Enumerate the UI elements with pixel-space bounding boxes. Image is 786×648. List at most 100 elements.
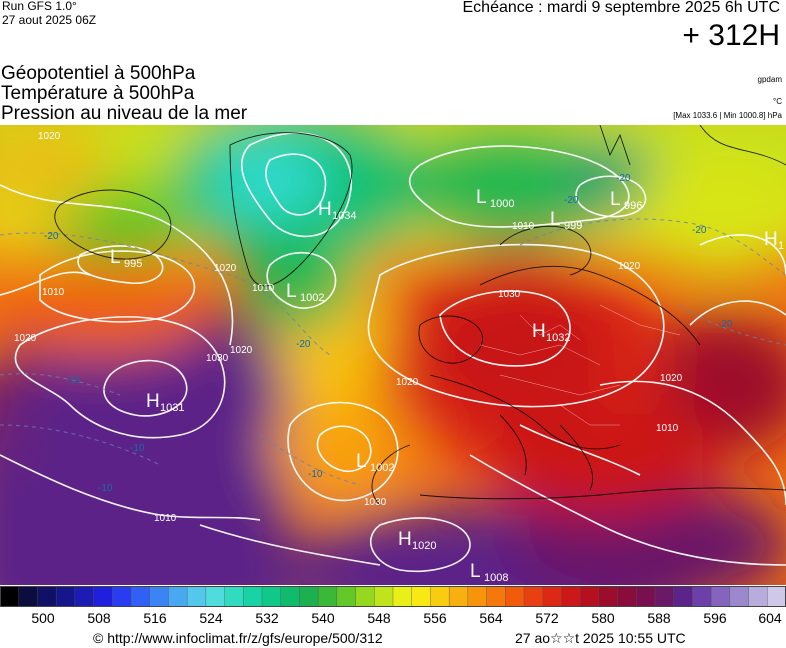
colorbar-tick-label: 540	[311, 610, 335, 626]
colorbar-swatch	[561, 586, 581, 607]
colorbar-tick-label: 596	[703, 610, 727, 626]
title-temperature: Température à 500hPa	[1, 83, 195, 104]
isobar-label: 1030	[498, 289, 521, 300]
colorbar-swatch	[74, 586, 95, 607]
colorbar-swatch	[336, 586, 357, 607]
low-pressure-marker: L	[110, 247, 121, 268]
isobar-label: 1020	[396, 377, 419, 388]
colorbar-swatch	[112, 586, 132, 607]
colorbar-swatch	[767, 586, 786, 607]
colorbar-swatch	[205, 586, 226, 607]
colorbar-swatch	[149, 586, 170, 607]
colorbar-tick-label: 548	[367, 610, 391, 626]
colorbar-swatch	[37, 586, 57, 607]
forecast-valid-time: Echéance : mardi 9 septembre 2025 6h UTC	[462, 0, 781, 16]
isobar-label: 1020	[660, 373, 683, 384]
isotherm-label: -20	[692, 225, 707, 236]
pressure-value: 1031	[160, 402, 184, 414]
colorbar-swatch	[710, 586, 731, 607]
colorbar-swatch	[355, 586, 376, 607]
colorbar-swatch	[186, 586, 207, 607]
isobar-labels: 1020101010201010103010201010102010301020…	[14, 131, 683, 524]
isotherm-label: -10	[98, 483, 113, 494]
colorbar-swatch	[299, 586, 319, 607]
colorbar-tick-label: 556	[423, 610, 447, 626]
high-pressure-marker: H	[532, 321, 546, 342]
colorbar-swatch	[130, 586, 151, 607]
pressure-value: 999	[564, 220, 582, 232]
pressure-value: 1000	[490, 198, 514, 210]
generation-time: 27 ao☆☆t 2025 10:55 UTC	[515, 630, 686, 646]
unit-pressure-range: [Max 1033.6 | Min 1000.8] hPa	[673, 111, 782, 120]
colorbar-swatch	[168, 586, 188, 607]
high-pressure-marker: H	[764, 229, 778, 250]
colorbar-swatch	[598, 586, 619, 607]
high-pressure-marker: H	[146, 391, 160, 412]
low-pressure-marker: L	[550, 209, 561, 230]
pressure-value: 1002	[370, 462, 394, 474]
colorbar-swatch	[261, 586, 282, 607]
pressure-value: 996	[624, 200, 642, 212]
low-pressure-marker: L	[476, 187, 487, 208]
isobar-label: 1010	[656, 423, 679, 434]
isobar-label: 1020	[214, 263, 237, 274]
run-info: Run GFS 1.0°	[2, 0, 77, 13]
colorbar-tick-label: 604	[758, 610, 782, 626]
colorbar-swatch	[692, 586, 712, 607]
low-pressure-marker: L	[286, 281, 297, 302]
colorbar-swatch	[280, 586, 301, 607]
colorbar-swatch	[673, 586, 694, 607]
isobar-label: 1020	[230, 345, 253, 356]
isotherm-label: -10	[66, 375, 81, 386]
colorbar-swatch	[224, 586, 245, 607]
pressure-value: 1034	[332, 210, 356, 222]
colorbar-tick-label: 572	[535, 610, 559, 626]
colorbar-swatch	[579, 586, 600, 607]
pressure-value: 1032	[546, 332, 570, 344]
isotherm-label: -20	[564, 195, 579, 206]
colorbar-swatch	[430, 586, 450, 607]
high-pressure-marker: H	[398, 529, 412, 550]
colorbar-swatch	[542, 586, 563, 607]
colorbar-swatch	[617, 586, 638, 607]
pressure-value: 1	[778, 240, 784, 252]
isotherms	[0, 218, 786, 486]
isobar-label: 1030	[364, 497, 387, 508]
colorbar-swatch	[0, 586, 20, 607]
coastlines	[54, 125, 786, 506]
colorbar-swatch	[374, 586, 394, 607]
colorbar-swatch	[523, 586, 544, 607]
colorbar-swatch	[411, 586, 432, 607]
colorbar-swatch	[654, 586, 675, 607]
isotherm-label: -10	[308, 469, 323, 480]
colorbar-tick-label: 532	[255, 610, 279, 626]
isobar-label: 1010	[154, 513, 177, 524]
colorbar-swatch	[748, 586, 769, 607]
isotherm-label: -10	[130, 443, 145, 454]
colorbar-swatch	[317, 586, 338, 607]
colorbar-swatch	[55, 586, 76, 607]
geopotential-field	[0, 125, 786, 585]
isobar-label: 1030	[206, 353, 229, 364]
isotherm-label: -20	[616, 173, 631, 184]
colorbar-swatch	[486, 586, 507, 607]
colorbar-swatch	[448, 586, 469, 607]
colorbar-swatch	[505, 586, 525, 607]
run-date: 27 aout 2025 06Z	[2, 13, 97, 27]
isotherm-label: -20	[296, 339, 311, 350]
pressure-value: 1002	[300, 292, 324, 304]
isobar-label: 1020	[618, 261, 641, 272]
colorbar-swatch	[18, 586, 39, 607]
colorbar-swatch	[636, 586, 656, 607]
isobar-label: 1010	[512, 221, 535, 232]
low-pressure-marker: L	[610, 189, 621, 210]
isobar-label: 1010	[42, 287, 65, 298]
colorbar-tick-label: 588	[647, 610, 671, 626]
unit-geopotential: gpdam	[757, 75, 782, 84]
pressure-value: 1020	[412, 540, 436, 552]
title-geopotential: Géopotentiel à 500hPa	[1, 63, 196, 84]
colorbar-swatch	[243, 586, 263, 607]
low-pressure-marker: L	[356, 451, 367, 472]
pressure-value: 995	[124, 258, 142, 270]
